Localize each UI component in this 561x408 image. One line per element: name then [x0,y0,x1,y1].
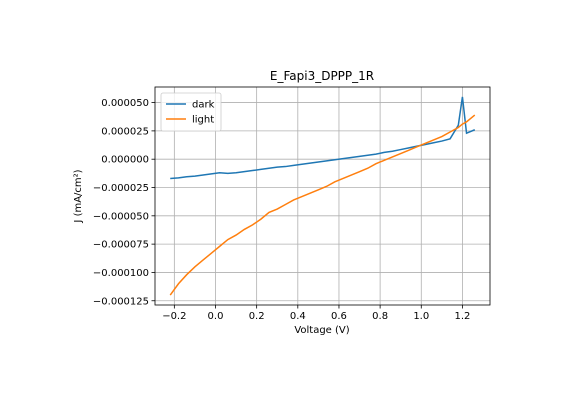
data-line [169,114,476,296]
data-line [170,96,476,180]
legend-label: dark [192,100,215,111]
y-tick-label: 0.000025 [101,126,149,137]
y-tick-label: −0.000025 [93,183,149,194]
chart-title: E_Fapi3_DPPP_1R [270,69,374,83]
x-tick-label: 0.8 [372,311,388,322]
y-tick-label: −0.000050 [93,211,149,222]
y-tick-label: −0.000075 [93,240,149,251]
y-tick-label: −0.000100 [93,268,149,279]
x-tick-label: −0.2 [162,311,186,322]
x-tick-label: 0.2 [249,311,265,322]
y-tick-label: −0.000125 [93,296,149,307]
x-tick-label: 1.0 [413,311,429,322]
x-axis-label: Voltage (V) [294,325,349,336]
x-tick-label: 1.2 [454,311,470,322]
x-tick-label: 0.4 [290,311,306,322]
y-axis-label: J (mA/cm²) [73,169,84,223]
legend-label: light [192,115,214,126]
y-tick-label: 0.000050 [101,98,149,109]
x-tick-label: 0.0 [208,311,224,322]
plot-frame [154,86,491,306]
y-tick-label: 0.000000 [101,155,149,166]
x-tick-label: 0.6 [331,311,347,322]
legend-box [160,92,222,132]
